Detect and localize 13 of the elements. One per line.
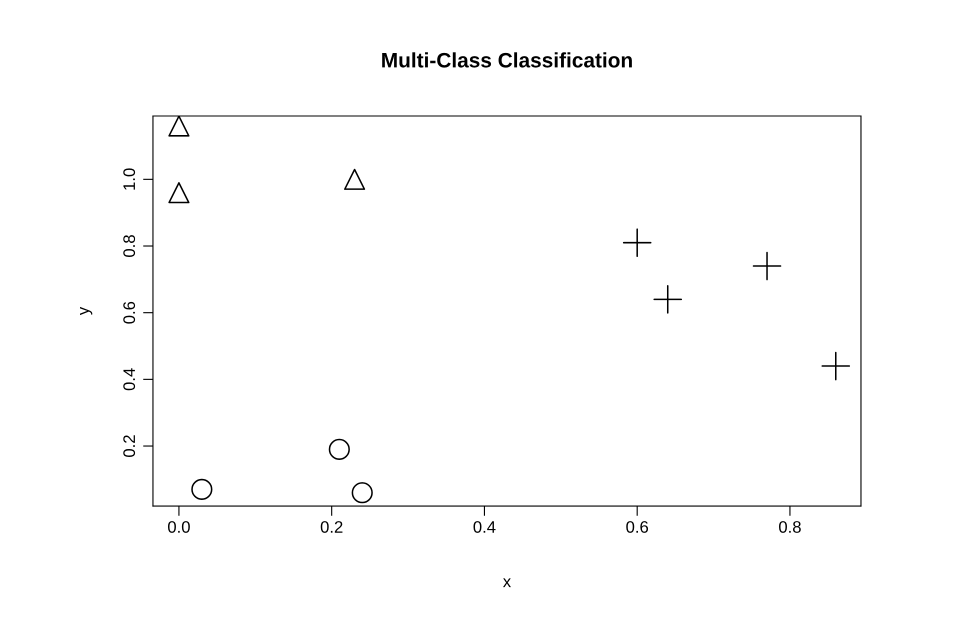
x-tick-label: 0.4 [474,521,496,533]
x-axis-title: x [502,578,511,588]
y-tick-label: 0.2 [123,435,136,457]
chart-title: Multi-Class Classification [382,52,632,68]
y-tick-label: 0.8 [123,235,136,257]
x-tick-label: 0.6 [626,521,648,533]
x-tick-label: 0.0 [168,521,190,533]
y-axis-title: y [80,306,92,316]
y-tick-label: 1.0 [123,168,136,190]
x-tick-label: 0.2 [320,521,342,533]
y-tick-label: 0.6 [123,302,136,324]
x-tick-label: 0.8 [779,521,801,533]
y-tick-label: 0.4 [123,368,136,390]
